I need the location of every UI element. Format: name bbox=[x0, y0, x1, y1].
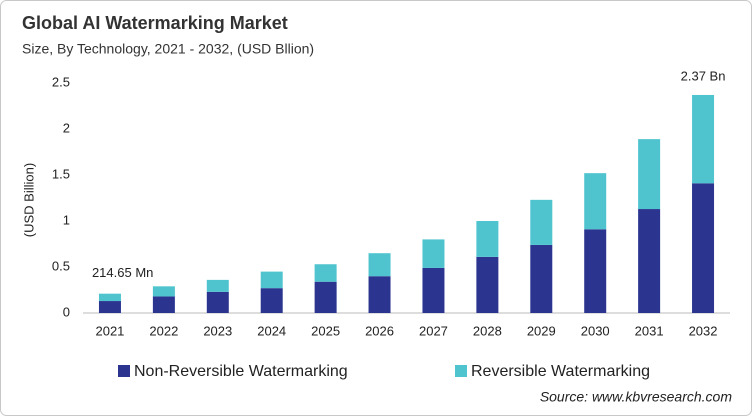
legend-label: Reversible Watermarking bbox=[471, 363, 650, 380]
x-tick-label: 2023 bbox=[203, 323, 232, 338]
y-tick-label: 1.5 bbox=[52, 166, 70, 181]
bar-segment bbox=[98, 301, 121, 313]
legend-label: Non-Reversible Watermarking bbox=[134, 363, 348, 380]
x-tick-label: 2022 bbox=[149, 323, 178, 338]
x-tick-label: 2031 bbox=[635, 323, 664, 338]
bar-segment bbox=[530, 199, 553, 245]
y-tick-label: 0 bbox=[63, 304, 70, 319]
bar-segment bbox=[638, 209, 661, 313]
bar-segment bbox=[530, 244, 553, 313]
legend-swatch bbox=[118, 365, 130, 377]
annotation: 2.37 Bn bbox=[681, 68, 726, 83]
chart-subtitle: Size, By Technology, 2021 - 2032, (USD B… bbox=[22, 41, 314, 57]
y-tick-label: 2.5 bbox=[52, 74, 70, 89]
y-tick-label: 1 bbox=[63, 212, 70, 227]
bar-segment bbox=[422, 239, 445, 268]
y-tick-label: 0.5 bbox=[52, 258, 70, 273]
bar-segment bbox=[368, 253, 391, 277]
x-tick-label: 2028 bbox=[473, 323, 502, 338]
bar-segment bbox=[98, 293, 121, 302]
x-tick-label: 2021 bbox=[95, 323, 124, 338]
bar-segment bbox=[638, 139, 661, 210]
bar-segment bbox=[152, 296, 175, 313]
x-tick-label: 2026 bbox=[365, 323, 394, 338]
annotation: 214.65 Mn bbox=[92, 265, 153, 280]
y-tick-label: 2 bbox=[63, 120, 70, 135]
bar-segment bbox=[314, 264, 337, 282]
bar-segment bbox=[476, 256, 499, 313]
bar-segment bbox=[476, 221, 499, 257]
x-tick-label: 2030 bbox=[581, 323, 610, 338]
x-tick-label: 2024 bbox=[257, 323, 286, 338]
bar-segment bbox=[314, 281, 337, 313]
chart-title: Global AI Watermarking Market bbox=[22, 13, 288, 33]
x-tick-label: 2032 bbox=[689, 323, 718, 338]
x-tick-label: 2029 bbox=[527, 323, 556, 338]
x-tick-label: 2025 bbox=[311, 323, 340, 338]
bar-segment bbox=[260, 288, 283, 313]
y-axis-label: (USD Billion) bbox=[21, 163, 36, 237]
legend-swatch bbox=[455, 365, 467, 377]
bar-segment bbox=[692, 94, 715, 184]
bar-segment bbox=[422, 267, 445, 313]
bar-segment bbox=[206, 291, 229, 313]
bar-segment bbox=[152, 286, 175, 297]
x-tick-label: 2027 bbox=[419, 323, 448, 338]
bar-segment bbox=[692, 183, 715, 313]
bar-segment bbox=[584, 229, 607, 313]
bar-segment bbox=[206, 279, 229, 292]
bar-segment bbox=[260, 271, 283, 289]
bar-segment bbox=[584, 173, 607, 230]
source: Source: www.kbvresearch.com bbox=[540, 389, 733, 405]
bar-segment bbox=[368, 276, 391, 313]
